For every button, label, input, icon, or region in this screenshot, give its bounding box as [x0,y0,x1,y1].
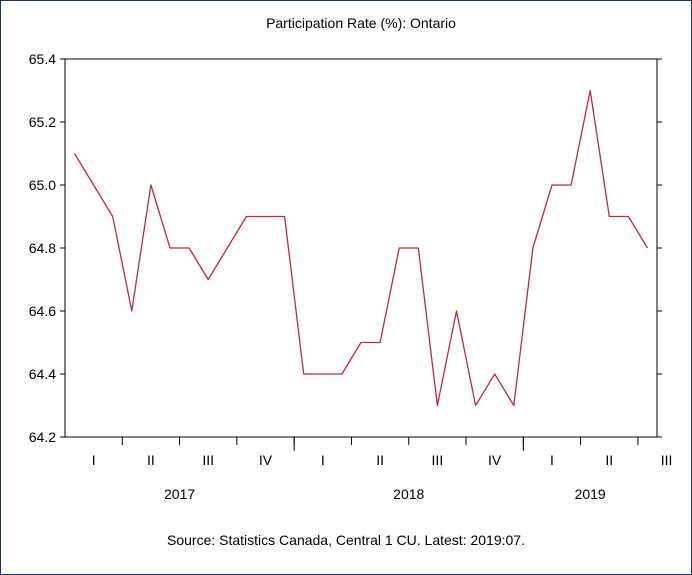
y-tick-label: 65.0 [29,177,56,193]
y-tick-label: 64.4 [29,366,56,382]
x-quarter-label: IV [488,452,502,468]
x-quarter-label: II [147,452,155,468]
plot-border [64,58,658,438]
y-tick-label: 64.2 [29,429,56,445]
x-year-label: 2018 [393,486,424,502]
x-quarter-label: I [92,452,96,468]
y-tick-label: 65.2 [29,114,56,130]
x-quarter-label: I [550,452,554,468]
y-tick-label: 64.8 [29,240,56,256]
y-tick-label: 65.4 [29,51,56,67]
y-tick-label: 64.6 [29,303,56,319]
x-quarter-label: II [376,452,384,468]
chart-source-note: Source: Statistics Canada, Central 1 CU.… [167,532,525,548]
x-quarter-label: II [605,452,613,468]
x-year-label: 2017 [164,486,195,502]
x-quarter-label: IV [259,452,273,468]
series-line-participation-rate [73,89,649,407]
x-quarter-label: I [321,452,325,468]
x-quarter-label: III [202,452,214,468]
x-year-label: 2019 [575,486,606,502]
chart-title: Participation Rate (%): Ontario [266,15,456,31]
x-quarter-label: III [661,452,673,468]
plot-area: 64.264.464.664.865.065.265.4I II III IV I II I… [29,51,673,502]
x-quarter-label: III [432,452,444,468]
